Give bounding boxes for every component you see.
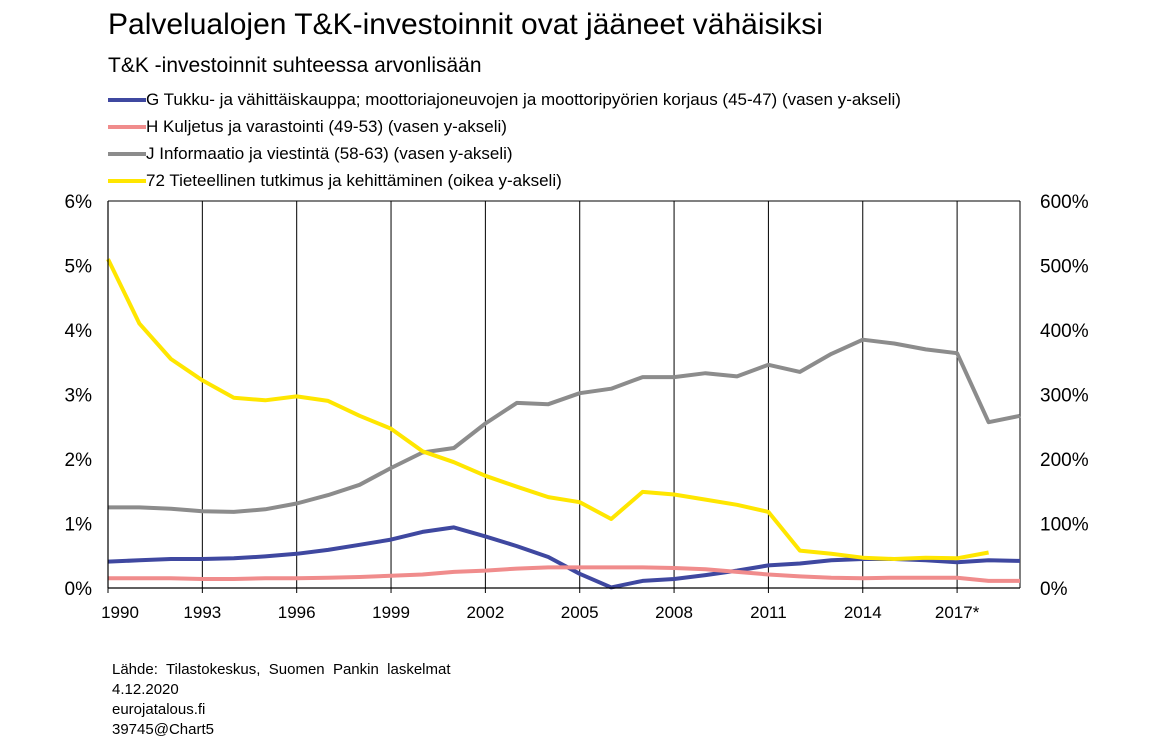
legend-label-j: J Informaatio ja viestintä (58-63) (vase… bbox=[146, 144, 513, 163]
y-tick-right-2: 200% bbox=[1040, 450, 1089, 471]
legend-label-72: 72 Tieteellinen tutkimus ja kehittäminen… bbox=[146, 171, 562, 190]
x-tick-label-2008: 2008 bbox=[655, 603, 693, 622]
y-tick-left-3: 3% bbox=[65, 386, 93, 407]
date-note: 4.12.2020 bbox=[112, 681, 179, 698]
series-line-3 bbox=[106, 258, 989, 561]
y-tick-right-5: 500% bbox=[1040, 257, 1089, 278]
y-tick-left-5: 5% bbox=[65, 257, 93, 278]
x-tick-label-1993: 1993 bbox=[183, 603, 221, 622]
legend-swatch-h bbox=[108, 125, 146, 129]
y-tick-right-4: 400% bbox=[1040, 321, 1089, 342]
legend-label-h: H Kuljetus ja varastointi (49-53) (vasen… bbox=[146, 117, 507, 136]
y-tick-left-1: 1% bbox=[65, 515, 93, 536]
legend-swatch-g bbox=[108, 98, 146, 102]
y-tick-right-6: 600% bbox=[1040, 192, 1089, 213]
series-line-1 bbox=[108, 565, 1020, 583]
footer: Lähde: Tilastokeskus, Suomen Pankin lask… bbox=[112, 660, 451, 740]
tick-labels: 0% 1% 2% 3% 4% 5% 6% 0% 100% 200% 300% 400% 500% 600%… bbox=[65, 192, 1089, 622]
x-tick-label-2014: 2014 bbox=[844, 603, 882, 622]
source-note: Lähde: Tilastokeskus, Suomen Pankin lask… bbox=[112, 661, 451, 678]
x-tick-label-2011: 2011 bbox=[750, 603, 787, 622]
y-tick-left-2: 2% bbox=[65, 450, 93, 471]
series-line-2 bbox=[108, 337, 1021, 514]
x-tick-label-1990: 1990 bbox=[101, 603, 139, 622]
chart-id-note: 39745@Chart5 bbox=[112, 721, 214, 738]
series-lines bbox=[106, 258, 1021, 590]
x-tick-label-1999: 1999 bbox=[372, 603, 410, 622]
grid-lines bbox=[107, 200, 1021, 588]
legend-swatch-j bbox=[108, 152, 146, 156]
y-tick-left-4: 4% bbox=[65, 321, 93, 342]
y-tick-right-3: 300% bbox=[1040, 386, 1089, 407]
x-tick-label-1996: 1996 bbox=[278, 603, 316, 622]
y-tick-right-1: 100% bbox=[1040, 515, 1089, 536]
x-tick-label-2005: 2005 bbox=[561, 603, 599, 622]
y-tick-left-0: 0% bbox=[65, 579, 93, 600]
axes bbox=[107, 201, 1020, 593]
y-tick-left-6: 6% bbox=[65, 192, 93, 213]
legend-label-g: G Tukku- ja vähittäiskauppa; moottoriajo… bbox=[146, 90, 901, 109]
x-tick-label-2017*: 2017* bbox=[935, 603, 980, 622]
y-tick-right-0: 0% bbox=[1040, 579, 1068, 600]
x-tick-label-2002: 2002 bbox=[466, 603, 504, 622]
chart-title: Palvelualojen T&K-investoinnit ovat jään… bbox=[108, 8, 823, 41]
site-note: eurojatalous.fi bbox=[112, 701, 206, 718]
legend-swatch-72 bbox=[108, 179, 146, 183]
chart-subtitle: T&K -investoinnit suhteessa arvonlisään bbox=[108, 54, 482, 77]
